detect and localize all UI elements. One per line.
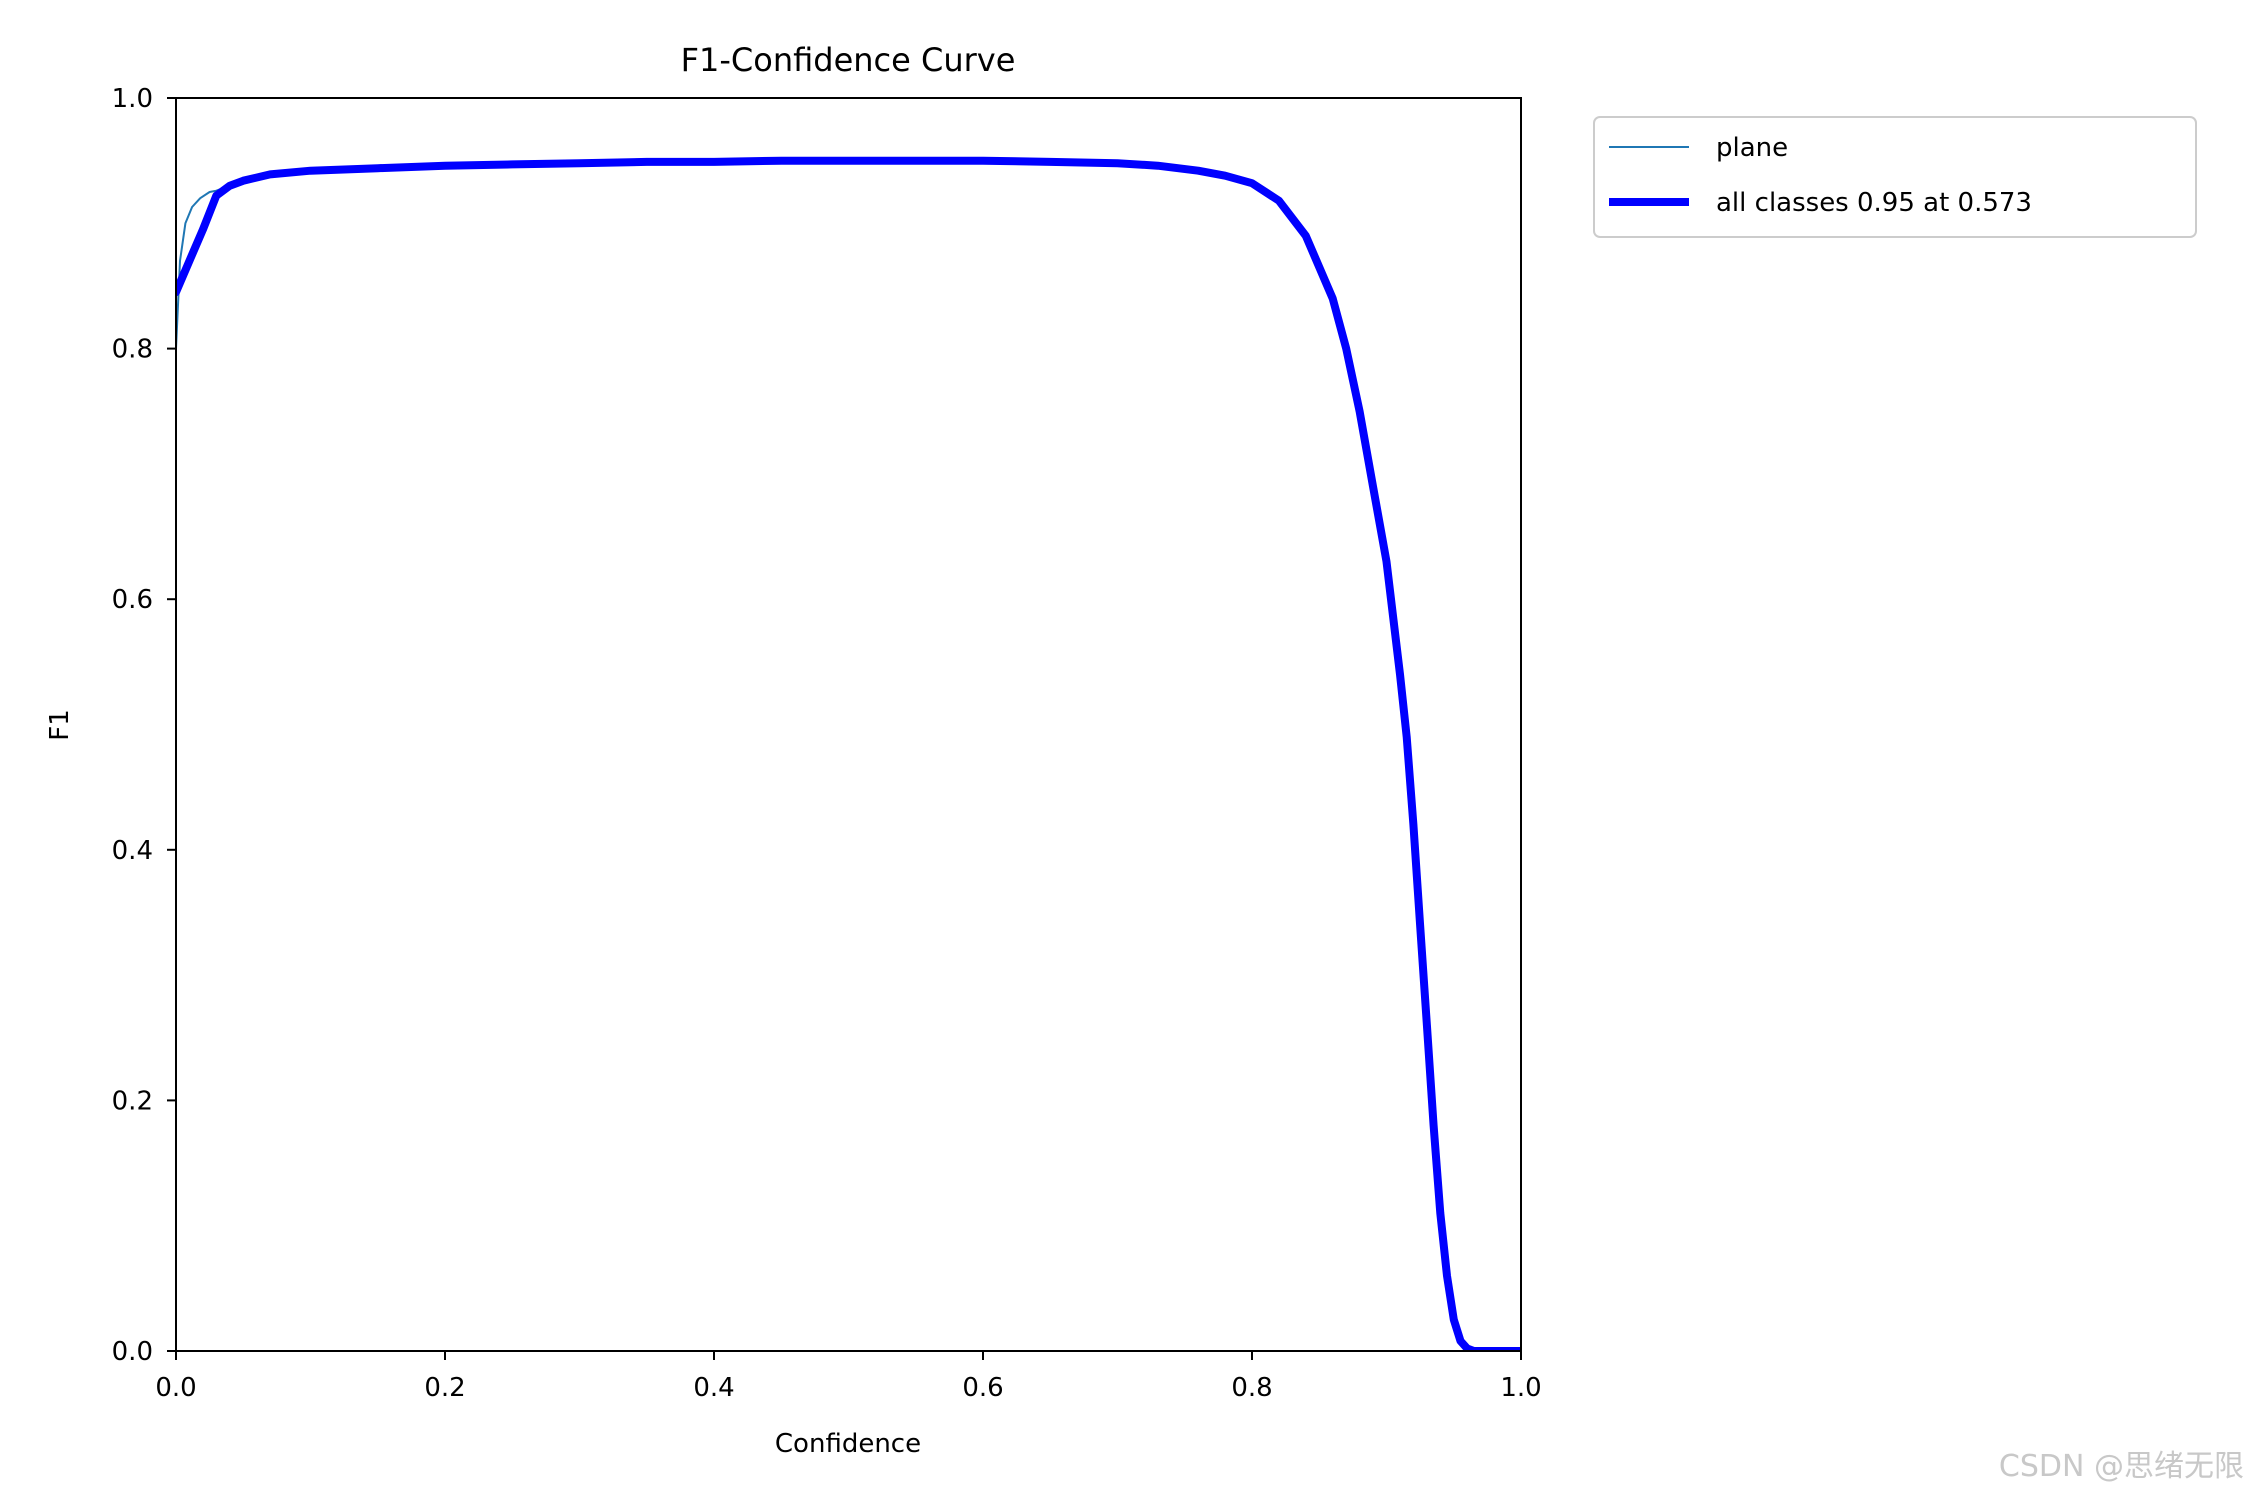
y-tick-label: 0.6 xyxy=(112,585,153,615)
y-tick-label: 1.0 xyxy=(112,84,153,114)
y-axis-label: F1 xyxy=(45,709,75,741)
y-tick-label: 0.2 xyxy=(112,1086,153,1116)
legend-label-plane: plane xyxy=(1716,133,1788,163)
x-tick-label: 0.0 xyxy=(155,1373,196,1403)
series-line-all-classes xyxy=(176,156,1521,1351)
x-tick-label: 0.4 xyxy=(693,1373,734,1403)
watermark: CSDN @思绪无限 xyxy=(1999,1449,2244,1484)
legend-label-all-classes: all classes 0.95 at 0.573 xyxy=(1716,188,2032,218)
y-axis-ticks: 0.0 0.2 0.4 0.6 0.8 1.0 xyxy=(112,84,176,1367)
x-tick-label: 1.0 xyxy=(1500,1373,1541,1403)
x-tick-label: 0.2 xyxy=(424,1373,465,1403)
y-tick-label: 0.4 xyxy=(112,836,153,866)
x-axis-label: Confidence xyxy=(775,1429,921,1459)
y-tick-label: 0.8 xyxy=(112,335,153,365)
series-layer xyxy=(176,156,1521,1351)
x-axis-ticks: 0.0 0.2 0.4 0.6 0.8 1.0 xyxy=(155,1351,1542,1403)
y-tick-label: 0.0 xyxy=(112,1337,153,1367)
legend: plane all classes 0.95 at 0.573 xyxy=(1593,116,2197,238)
legend-frame xyxy=(1593,116,2197,238)
x-tick-label: 0.6 xyxy=(962,1373,1003,1403)
chart-title: F1-Confidence Curve xyxy=(681,41,1016,79)
x-tick-label: 0.8 xyxy=(1231,1373,1272,1403)
plot-frame xyxy=(175,97,1522,1352)
